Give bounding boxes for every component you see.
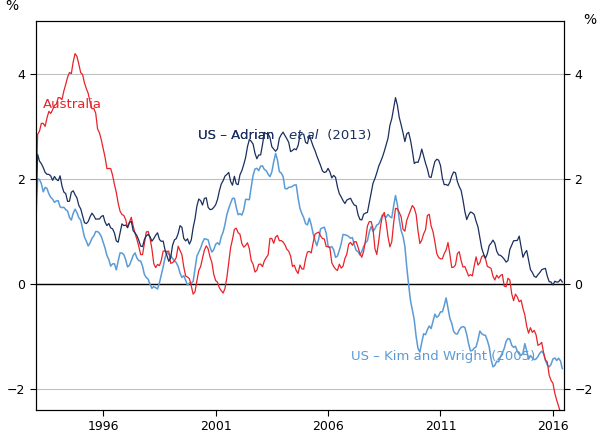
Text: (2013): (2013) — [323, 129, 371, 142]
Text: US – Adrian: US – Adrian — [197, 129, 278, 142]
Text: Australia: Australia — [43, 98, 101, 111]
Text: US – Adrian: US – Adrian — [197, 129, 278, 142]
Text: US – Kim and Wright (2005): US – Kim and Wright (2005) — [350, 350, 535, 363]
Y-axis label: %: % — [583, 14, 596, 27]
Y-axis label: %: % — [5, 0, 19, 14]
Text: et al: et al — [289, 129, 319, 142]
